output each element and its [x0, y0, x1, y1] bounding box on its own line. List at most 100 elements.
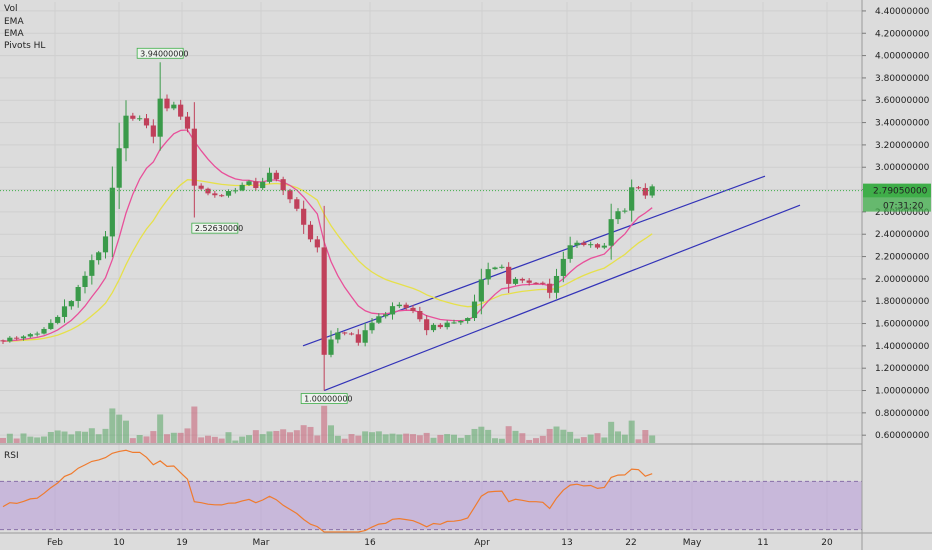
- candle-body: [615, 211, 621, 220]
- volume-bar: [95, 434, 102, 443]
- volume-bar: [369, 432, 375, 443]
- price-tick-label: 3.20000000: [875, 141, 930, 151]
- candle-body: [137, 118, 143, 120]
- candle-body: [301, 208, 307, 225]
- candle-body: [410, 307, 416, 312]
- rsi-label: RSI: [4, 451, 19, 461]
- candle-body: [506, 266, 512, 284]
- volume-bar: [587, 434, 594, 443]
- candle-body: [55, 316, 61, 323]
- candle-body: [157, 98, 163, 137]
- candle-body: [280, 179, 286, 191]
- time-tick-label: Apr: [474, 538, 490, 548]
- indicator-label-ema-2: EMA: [4, 29, 24, 39]
- rsi-band: [0, 481, 862, 530]
- candle-body: [458, 320, 464, 323]
- candle-body: [471, 301, 478, 319]
- price-tick-label: 3.60000000: [875, 96, 930, 106]
- volume-bar: [526, 439, 533, 443]
- time-tick-label: 10: [113, 538, 125, 548]
- volume-bar: [307, 426, 314, 443]
- candles: [0, 62, 655, 391]
- candle-body: [130, 115, 136, 119]
- volume-bar: [423, 432, 430, 443]
- volume-bar: [492, 438, 498, 443]
- candle-body: [588, 244, 594, 246]
- candle-body: [171, 104, 177, 109]
- time-tick-label: Mar: [253, 538, 270, 548]
- candle-body: [451, 322, 457, 324]
- volume-bars: [0, 405, 656, 443]
- volume-bar: [485, 429, 492, 443]
- candle-body: [321, 247, 327, 355]
- ema-slow-line: [2, 179, 653, 343]
- price-tick-label: 1.00000000: [875, 387, 930, 397]
- volume-bar: [628, 420, 635, 443]
- candle-body: [143, 118, 150, 126]
- candle-body: [178, 104, 184, 117]
- candle-body: [273, 172, 279, 180]
- volume-bar: [334, 435, 341, 443]
- candle-body: [560, 258, 566, 276]
- candle-body: [376, 316, 382, 323]
- candle-body: [649, 186, 655, 196]
- price-tick-label: 3.80000000: [875, 74, 930, 84]
- volume-bar: [341, 438, 348, 443]
- candle-body: [492, 267, 498, 270]
- volume-bar: [498, 438, 505, 443]
- candle-body: [355, 334, 361, 343]
- volume-bar: [471, 428, 478, 443]
- candle-body: [219, 195, 225, 197]
- volume-bar: [280, 429, 287, 443]
- candle-body: [417, 311, 423, 320]
- volume-bar: [109, 408, 116, 443]
- volume-bar: [61, 431, 68, 443]
- candle-body: [581, 242, 587, 245]
- volume-bar: [273, 430, 280, 443]
- time-tick-label: Feb: [47, 538, 63, 548]
- volume-bar: [444, 434, 451, 443]
- volume-bar: [451, 434, 457, 443]
- candle-body: [164, 98, 170, 109]
- candle-body: [198, 185, 204, 189]
- pivot-box: [191, 222, 239, 234]
- volume-bar: [328, 425, 334, 443]
- volume-bar: [218, 438, 225, 443]
- price-tick-label: 2.60000000: [875, 208, 930, 218]
- candle-body: [533, 282, 539, 284]
- volume-bar: [437, 434, 444, 443]
- pivot-box: [136, 47, 184, 59]
- price-tick-label: 2.00000000: [875, 275, 930, 285]
- volume-bar: [362, 431, 369, 443]
- volume-bar: [608, 421, 615, 443]
- volume-bar: [300, 425, 307, 443]
- volume-bar: [177, 432, 184, 443]
- candle-body: [287, 190, 293, 200]
- price-tick-label: 2.40000000: [875, 230, 930, 240]
- candle-body: [307, 224, 314, 240]
- candle-body: [75, 286, 81, 301]
- volume-bar: [266, 431, 273, 443]
- pivot-label: 2.52630000: [195, 224, 243, 233]
- candle-body: [150, 125, 156, 137]
- volume-bar: [205, 435, 211, 443]
- volume-bar: [505, 426, 512, 443]
- candle-body: [635, 187, 642, 189]
- volume-bar: [621, 434, 628, 443]
- candle-body: [82, 275, 88, 287]
- price-tick-label: 4.40000000: [875, 7, 930, 17]
- candle-body: [642, 187, 648, 196]
- time-tick-label: May: [683, 538, 702, 548]
- volume-bar: [539, 435, 546, 443]
- pivot-box: [300, 393, 348, 404]
- candle-body: [109, 187, 115, 237]
- candle-body: [430, 324, 437, 331]
- volume-bar: [615, 431, 621, 443]
- candle-body: [205, 188, 211, 194]
- volume-bar: [478, 426, 485, 443]
- candle-body: [424, 319, 430, 331]
- candle-body: [239, 184, 245, 191]
- price-tick-label: 4.00000000: [875, 52, 930, 62]
- volume-bar: [88, 428, 95, 443]
